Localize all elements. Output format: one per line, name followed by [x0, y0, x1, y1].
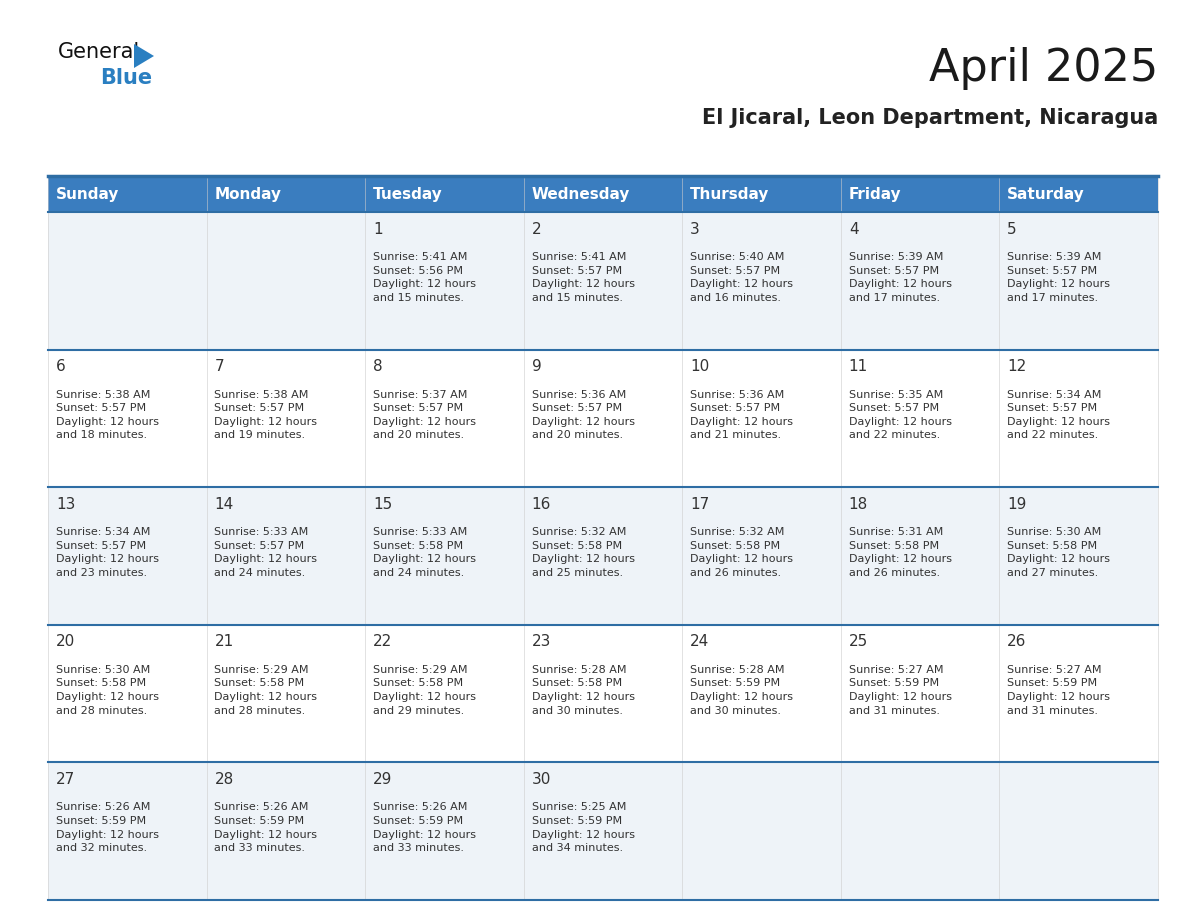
Text: 18: 18	[848, 497, 868, 512]
Text: April 2025: April 2025	[929, 47, 1158, 89]
Bar	[524, 178, 682, 212]
Text: Sunrise: 5:37 AM
Sunset: 5:57 PM
Daylight: 12 hours
and 20 minutes.: Sunrise: 5:37 AM Sunset: 5:57 PM Dayligh…	[373, 389, 476, 441]
Text: 23: 23	[532, 634, 551, 649]
Text: 9: 9	[532, 359, 542, 375]
Text: 25: 25	[848, 634, 868, 649]
Text: Sunrise: 5:36 AM
Sunset: 5:57 PM
Daylight: 12 hours
and 20 minutes.: Sunrise: 5:36 AM Sunset: 5:57 PM Dayligh…	[532, 389, 634, 441]
Text: 12: 12	[1007, 359, 1026, 375]
Text: Sunrise: 5:39 AM
Sunset: 5:57 PM
Daylight: 12 hours
and 17 minutes.: Sunrise: 5:39 AM Sunset: 5:57 PM Dayligh…	[848, 252, 952, 303]
Bar	[48, 350, 1158, 487]
Text: 13: 13	[56, 497, 75, 512]
Text: 29: 29	[373, 772, 392, 787]
Text: 3: 3	[690, 221, 700, 237]
Text: Sunrise: 5:35 AM
Sunset: 5:57 PM
Daylight: 12 hours
and 22 minutes.: Sunrise: 5:35 AM Sunset: 5:57 PM Dayligh…	[848, 389, 952, 441]
Text: Sunrise: 5:34 AM
Sunset: 5:57 PM
Daylight: 12 hours
and 22 minutes.: Sunrise: 5:34 AM Sunset: 5:57 PM Dayligh…	[1007, 389, 1111, 441]
Bar	[48, 212, 1158, 350]
Text: Sunrise: 5:31 AM
Sunset: 5:58 PM
Daylight: 12 hours
and 26 minutes.: Sunrise: 5:31 AM Sunset: 5:58 PM Dayligh…	[848, 527, 952, 578]
Text: Sunrise: 5:28 AM
Sunset: 5:59 PM
Daylight: 12 hours
and 30 minutes.: Sunrise: 5:28 AM Sunset: 5:59 PM Dayligh…	[690, 665, 794, 715]
Text: 24: 24	[690, 634, 709, 649]
Text: 27: 27	[56, 772, 75, 787]
Text: 16: 16	[532, 497, 551, 512]
Text: 6: 6	[56, 359, 65, 375]
Text: Thursday: Thursday	[690, 187, 770, 203]
Text: 10: 10	[690, 359, 709, 375]
Text: 20: 20	[56, 634, 75, 649]
Text: Monday: Monday	[215, 187, 282, 203]
Text: Sunday: Sunday	[56, 187, 119, 203]
Text: 2: 2	[532, 221, 542, 237]
Text: Wednesday: Wednesday	[532, 187, 630, 203]
Text: Sunrise: 5:29 AM
Sunset: 5:58 PM
Daylight: 12 hours
and 29 minutes.: Sunrise: 5:29 AM Sunset: 5:58 PM Dayligh…	[373, 665, 476, 715]
Text: Sunrise: 5:28 AM
Sunset: 5:58 PM
Daylight: 12 hours
and 30 minutes.: Sunrise: 5:28 AM Sunset: 5:58 PM Dayligh…	[532, 665, 634, 715]
Text: Sunrise: 5:26 AM
Sunset: 5:59 PM
Daylight: 12 hours
and 33 minutes.: Sunrise: 5:26 AM Sunset: 5:59 PM Dayligh…	[215, 802, 317, 853]
Text: Friday: Friday	[848, 187, 902, 203]
Text: Sunrise: 5:26 AM
Sunset: 5:59 PM
Daylight: 12 hours
and 32 minutes.: Sunrise: 5:26 AM Sunset: 5:59 PM Dayligh…	[56, 802, 159, 853]
Text: 22: 22	[373, 634, 392, 649]
Text: 8: 8	[373, 359, 383, 375]
Text: Sunrise: 5:26 AM
Sunset: 5:59 PM
Daylight: 12 hours
and 33 minutes.: Sunrise: 5:26 AM Sunset: 5:59 PM Dayligh…	[373, 802, 476, 853]
Text: Sunrise: 5:34 AM
Sunset: 5:57 PM
Daylight: 12 hours
and 23 minutes.: Sunrise: 5:34 AM Sunset: 5:57 PM Dayligh…	[56, 527, 159, 578]
Text: Sunrise: 5:32 AM
Sunset: 5:58 PM
Daylight: 12 hours
and 26 minutes.: Sunrise: 5:32 AM Sunset: 5:58 PM Dayligh…	[690, 527, 794, 578]
Text: 5: 5	[1007, 221, 1017, 237]
Text: Sunrise: 5:33 AM
Sunset: 5:58 PM
Daylight: 12 hours
and 24 minutes.: Sunrise: 5:33 AM Sunset: 5:58 PM Dayligh…	[373, 527, 476, 578]
Text: Sunrise: 5:30 AM
Sunset: 5:58 PM
Daylight: 12 hours
and 27 minutes.: Sunrise: 5:30 AM Sunset: 5:58 PM Dayligh…	[1007, 527, 1111, 578]
Text: Sunrise: 5:41 AM
Sunset: 5:57 PM
Daylight: 12 hours
and 15 minutes.: Sunrise: 5:41 AM Sunset: 5:57 PM Dayligh…	[532, 252, 634, 303]
Text: 15: 15	[373, 497, 392, 512]
Text: 1: 1	[373, 221, 383, 237]
Text: 7: 7	[215, 359, 225, 375]
Text: Sunrise: 5:40 AM
Sunset: 5:57 PM
Daylight: 12 hours
and 16 minutes.: Sunrise: 5:40 AM Sunset: 5:57 PM Dayligh…	[690, 252, 794, 303]
Text: Tuesday: Tuesday	[373, 187, 443, 203]
Text: 21: 21	[215, 634, 234, 649]
Bar	[48, 625, 1158, 763]
Text: 4: 4	[848, 221, 859, 237]
Text: Blue: Blue	[100, 68, 152, 88]
Polygon shape	[134, 44, 154, 68]
Text: Sunrise: 5:27 AM
Sunset: 5:59 PM
Daylight: 12 hours
and 31 minutes.: Sunrise: 5:27 AM Sunset: 5:59 PM Dayligh…	[848, 665, 952, 715]
Bar	[48, 487, 1158, 625]
Text: 30: 30	[532, 772, 551, 787]
Text: Sunrise: 5:33 AM
Sunset: 5:57 PM
Daylight: 12 hours
and 24 minutes.: Sunrise: 5:33 AM Sunset: 5:57 PM Dayligh…	[215, 527, 317, 578]
Text: 19: 19	[1007, 497, 1026, 512]
Bar	[682, 178, 841, 212]
Text: Saturday: Saturday	[1007, 187, 1085, 203]
Text: 14: 14	[215, 497, 234, 512]
Text: 11: 11	[848, 359, 868, 375]
Text: Sunrise: 5:32 AM
Sunset: 5:58 PM
Daylight: 12 hours
and 25 minutes.: Sunrise: 5:32 AM Sunset: 5:58 PM Dayligh…	[532, 527, 634, 578]
Bar	[365, 178, 524, 212]
Text: Sunrise: 5:38 AM
Sunset: 5:57 PM
Daylight: 12 hours
and 18 minutes.: Sunrise: 5:38 AM Sunset: 5:57 PM Dayligh…	[56, 389, 159, 441]
Bar	[48, 178, 207, 212]
Text: Sunrise: 5:36 AM
Sunset: 5:57 PM
Daylight: 12 hours
and 21 minutes.: Sunrise: 5:36 AM Sunset: 5:57 PM Dayligh…	[690, 389, 794, 441]
Bar	[999, 178, 1158, 212]
Text: Sunrise: 5:38 AM
Sunset: 5:57 PM
Daylight: 12 hours
and 19 minutes.: Sunrise: 5:38 AM Sunset: 5:57 PM Dayligh…	[215, 389, 317, 441]
Text: Sunrise: 5:27 AM
Sunset: 5:59 PM
Daylight: 12 hours
and 31 minutes.: Sunrise: 5:27 AM Sunset: 5:59 PM Dayligh…	[1007, 665, 1111, 715]
Bar	[48, 763, 1158, 900]
Text: 26: 26	[1007, 634, 1026, 649]
Bar	[207, 178, 365, 212]
Text: Sunrise: 5:25 AM
Sunset: 5:59 PM
Daylight: 12 hours
and 34 minutes.: Sunrise: 5:25 AM Sunset: 5:59 PM Dayligh…	[532, 802, 634, 853]
Text: General: General	[58, 42, 140, 62]
Bar	[841, 178, 999, 212]
Text: 28: 28	[215, 772, 234, 787]
Text: Sunrise: 5:29 AM
Sunset: 5:58 PM
Daylight: 12 hours
and 28 minutes.: Sunrise: 5:29 AM Sunset: 5:58 PM Dayligh…	[215, 665, 317, 715]
Text: Sunrise: 5:41 AM
Sunset: 5:56 PM
Daylight: 12 hours
and 15 minutes.: Sunrise: 5:41 AM Sunset: 5:56 PM Dayligh…	[373, 252, 476, 303]
Text: 17: 17	[690, 497, 709, 512]
Text: Sunrise: 5:39 AM
Sunset: 5:57 PM
Daylight: 12 hours
and 17 minutes.: Sunrise: 5:39 AM Sunset: 5:57 PM Dayligh…	[1007, 252, 1111, 303]
Text: Sunrise: 5:30 AM
Sunset: 5:58 PM
Daylight: 12 hours
and 28 minutes.: Sunrise: 5:30 AM Sunset: 5:58 PM Dayligh…	[56, 665, 159, 715]
Text: El Jicaral, Leon Department, Nicaragua: El Jicaral, Leon Department, Nicaragua	[702, 108, 1158, 128]
